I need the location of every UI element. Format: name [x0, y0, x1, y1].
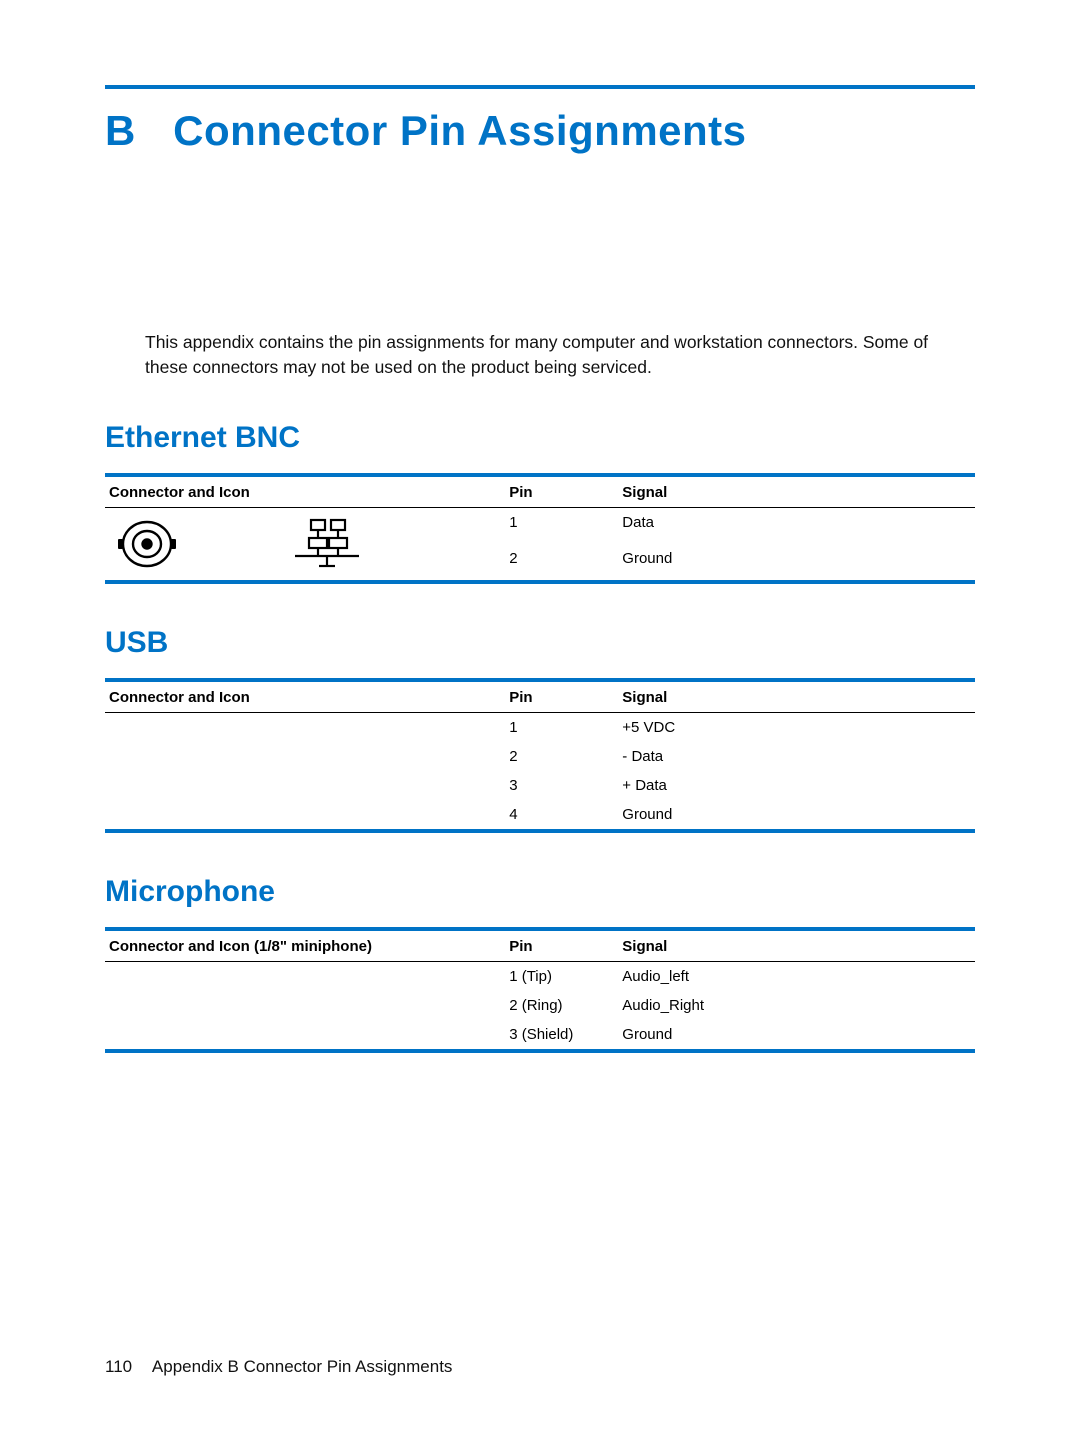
table-header-signal: Signal: [618, 682, 975, 713]
signal-cell: +5 VDC: [618, 713, 975, 742]
table-usb: Connector and Icon Pin Signal 1 +5 VDC 2…: [105, 678, 975, 833]
table-header-connector: Connector and Icon: [105, 477, 505, 508]
section-heading-microphone: Microphone: [105, 875, 975, 909]
pin-cell: 2 (Ring): [505, 991, 618, 1020]
pin-cell: 4: [505, 800, 618, 831]
pin-cell: 3 (Shield): [505, 1020, 618, 1051]
table-header-row: Connector and Icon Pin Signal: [105, 682, 975, 713]
table-header-row: Connector and Icon (1/8" miniphone) Pin …: [105, 931, 975, 962]
pin-cell: 3: [505, 771, 618, 800]
pin-cell: 1 (Tip): [505, 962, 618, 991]
signal-cell: - Data: [618, 742, 975, 771]
connector-icon-cell: [105, 713, 505, 831]
table-row: 1 Data: [105, 508, 975, 544]
document-page: B Connector Pin Assignments This appendi…: [0, 0, 1080, 1437]
table-microphone: Connector and Icon (1/8" miniphone) Pin …: [105, 927, 975, 1053]
bnc-connector-icon: [115, 520, 179, 572]
page-title: B Connector Pin Assignments: [105, 107, 975, 155]
table-row: 1 (Tip) Audio_left: [105, 962, 975, 991]
page-number: 110: [105, 1357, 132, 1376]
table-header-pin: Pin: [505, 931, 618, 962]
table-ethernet: Connector and Icon Pin Signal: [105, 473, 975, 584]
top-rule: [105, 85, 975, 89]
signal-cell: Ground: [618, 544, 975, 582]
table-header-signal: Signal: [618, 477, 975, 508]
title-text: Connector Pin Assignments: [173, 107, 746, 154]
section-heading-ethernet: Ethernet BNC: [105, 421, 975, 455]
signal-cell: Data: [618, 508, 975, 544]
pin-cell: 1: [505, 713, 618, 742]
table-header-pin: Pin: [505, 682, 618, 713]
network-icon: [289, 518, 365, 574]
table-row: 1 +5 VDC: [105, 713, 975, 742]
pin-cell: 1: [505, 508, 618, 544]
signal-cell: Audio_left: [618, 962, 975, 991]
footer-text: Appendix B Connector Pin Assignments: [152, 1357, 453, 1376]
section-heading-usb: USB: [105, 626, 975, 660]
connector-icon-cell: [105, 962, 505, 1051]
signal-cell: + Data: [618, 771, 975, 800]
table-rule: [105, 1051, 975, 1053]
table-header-signal: Signal: [618, 931, 975, 962]
intro-paragraph: This appendix contains the pin assignmen…: [145, 330, 975, 379]
page-footer: 110 Appendix B Connector Pin Assignments: [105, 1357, 452, 1377]
table-header-connector: Connector and Icon: [105, 682, 505, 713]
table-header-connector: Connector and Icon (1/8" miniphone): [105, 931, 505, 962]
table-header-pin: Pin: [505, 477, 618, 508]
signal-cell: Ground: [618, 800, 975, 831]
signal-cell: Ground: [618, 1020, 975, 1051]
signal-cell: Audio_Right: [618, 991, 975, 1020]
table-rule: [105, 831, 975, 833]
pin-cell: 2: [505, 544, 618, 582]
title-prefix: B: [105, 107, 161, 155]
pin-cell: 2: [505, 742, 618, 771]
connector-icon-cell: [105, 508, 505, 582]
table-header-row: Connector and Icon Pin Signal: [105, 477, 975, 508]
table-rule: [105, 582, 975, 584]
